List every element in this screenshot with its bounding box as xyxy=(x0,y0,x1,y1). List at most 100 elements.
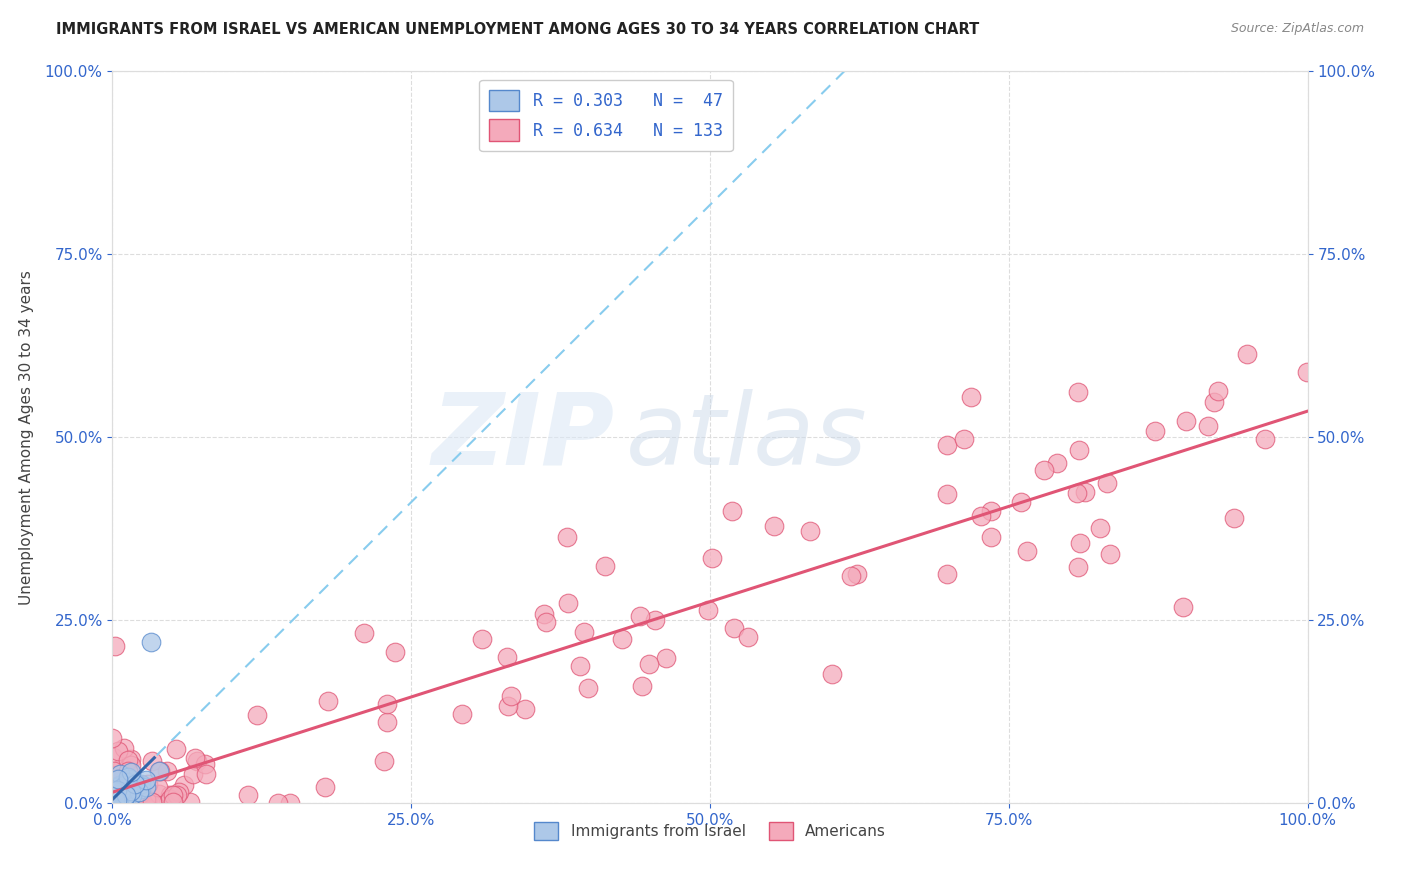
Point xyxy=(654,650,676,665)
Point xyxy=(111,772,134,786)
Point xyxy=(1296,365,1319,379)
Point xyxy=(117,781,139,796)
Point xyxy=(122,785,145,799)
Text: Source: ZipAtlas.com: Source: ZipAtlas.com xyxy=(1230,22,1364,36)
Point xyxy=(120,764,142,779)
Point xyxy=(314,780,336,794)
Point xyxy=(246,708,269,723)
Point xyxy=(103,764,125,778)
Point xyxy=(166,788,188,802)
Point xyxy=(569,659,592,673)
Point xyxy=(149,764,172,779)
Point xyxy=(105,787,128,801)
Point xyxy=(236,789,259,803)
Point xyxy=(104,785,127,799)
Point xyxy=(103,787,125,801)
Point xyxy=(129,790,152,805)
Point xyxy=(555,530,578,544)
Point xyxy=(574,625,596,640)
Point xyxy=(139,795,162,809)
Point xyxy=(111,781,134,796)
Point xyxy=(110,780,132,795)
Point xyxy=(628,609,651,624)
Point xyxy=(125,776,148,790)
Point xyxy=(821,667,844,681)
Point xyxy=(120,784,142,798)
Point xyxy=(980,530,1002,544)
Point xyxy=(110,767,132,781)
Point xyxy=(148,764,170,778)
Point xyxy=(377,697,399,711)
Point xyxy=(110,783,132,797)
Point xyxy=(128,778,150,792)
Point xyxy=(135,773,157,788)
Point xyxy=(159,789,181,803)
Point xyxy=(1073,484,1095,499)
Point xyxy=(1095,476,1118,491)
Point xyxy=(450,707,472,722)
Point xyxy=(763,519,786,533)
Point xyxy=(384,645,406,659)
Point xyxy=(1099,548,1122,562)
Point xyxy=(105,787,128,801)
Point xyxy=(112,781,135,796)
Point xyxy=(135,792,157,806)
Point xyxy=(103,749,125,764)
Point xyxy=(162,795,184,809)
Point xyxy=(108,778,131,792)
Point xyxy=(612,632,634,646)
Point xyxy=(129,787,152,801)
Point xyxy=(353,625,375,640)
Point xyxy=(101,788,124,802)
Point xyxy=(114,778,136,792)
Point xyxy=(107,772,129,786)
Point xyxy=(700,551,723,566)
Point xyxy=(111,772,134,786)
Point xyxy=(1017,543,1039,558)
Y-axis label: Unemployment Among Ages 30 to 34 years: Unemployment Among Ages 30 to 34 years xyxy=(18,269,34,605)
Point xyxy=(1067,442,1090,457)
Point xyxy=(124,777,146,791)
Point xyxy=(139,635,162,649)
Point xyxy=(105,783,128,797)
Point xyxy=(108,778,131,792)
Point xyxy=(114,795,136,809)
Text: atlas: atlas xyxy=(627,389,868,485)
Point xyxy=(194,757,217,772)
Legend: Immigrants from Israel, Americans: Immigrants from Israel, Americans xyxy=(527,815,893,847)
Point xyxy=(194,767,217,781)
Point xyxy=(181,767,204,781)
Point xyxy=(696,603,718,617)
Point xyxy=(1010,494,1032,508)
Point xyxy=(839,569,862,583)
Point xyxy=(107,793,129,807)
Point xyxy=(103,784,125,798)
Point xyxy=(121,781,143,796)
Point xyxy=(111,760,134,774)
Point xyxy=(173,778,195,792)
Point xyxy=(316,694,339,708)
Point xyxy=(536,615,558,629)
Point xyxy=(1088,521,1111,535)
Point xyxy=(936,487,959,501)
Point xyxy=(104,639,127,653)
Point xyxy=(960,391,983,405)
Point xyxy=(104,777,127,791)
Point xyxy=(136,777,159,791)
Point xyxy=(935,438,957,452)
Point xyxy=(1202,395,1225,409)
Point xyxy=(1066,486,1088,500)
Point xyxy=(1067,385,1090,400)
Point xyxy=(110,789,132,804)
Point xyxy=(1223,510,1246,524)
Point xyxy=(107,782,129,797)
Point xyxy=(630,679,652,693)
Point xyxy=(146,780,169,795)
Point xyxy=(162,795,184,809)
Point xyxy=(128,785,150,799)
Point xyxy=(117,764,139,778)
Point xyxy=(498,699,520,714)
Point xyxy=(135,780,157,794)
Point xyxy=(799,524,821,538)
Point xyxy=(120,780,142,794)
